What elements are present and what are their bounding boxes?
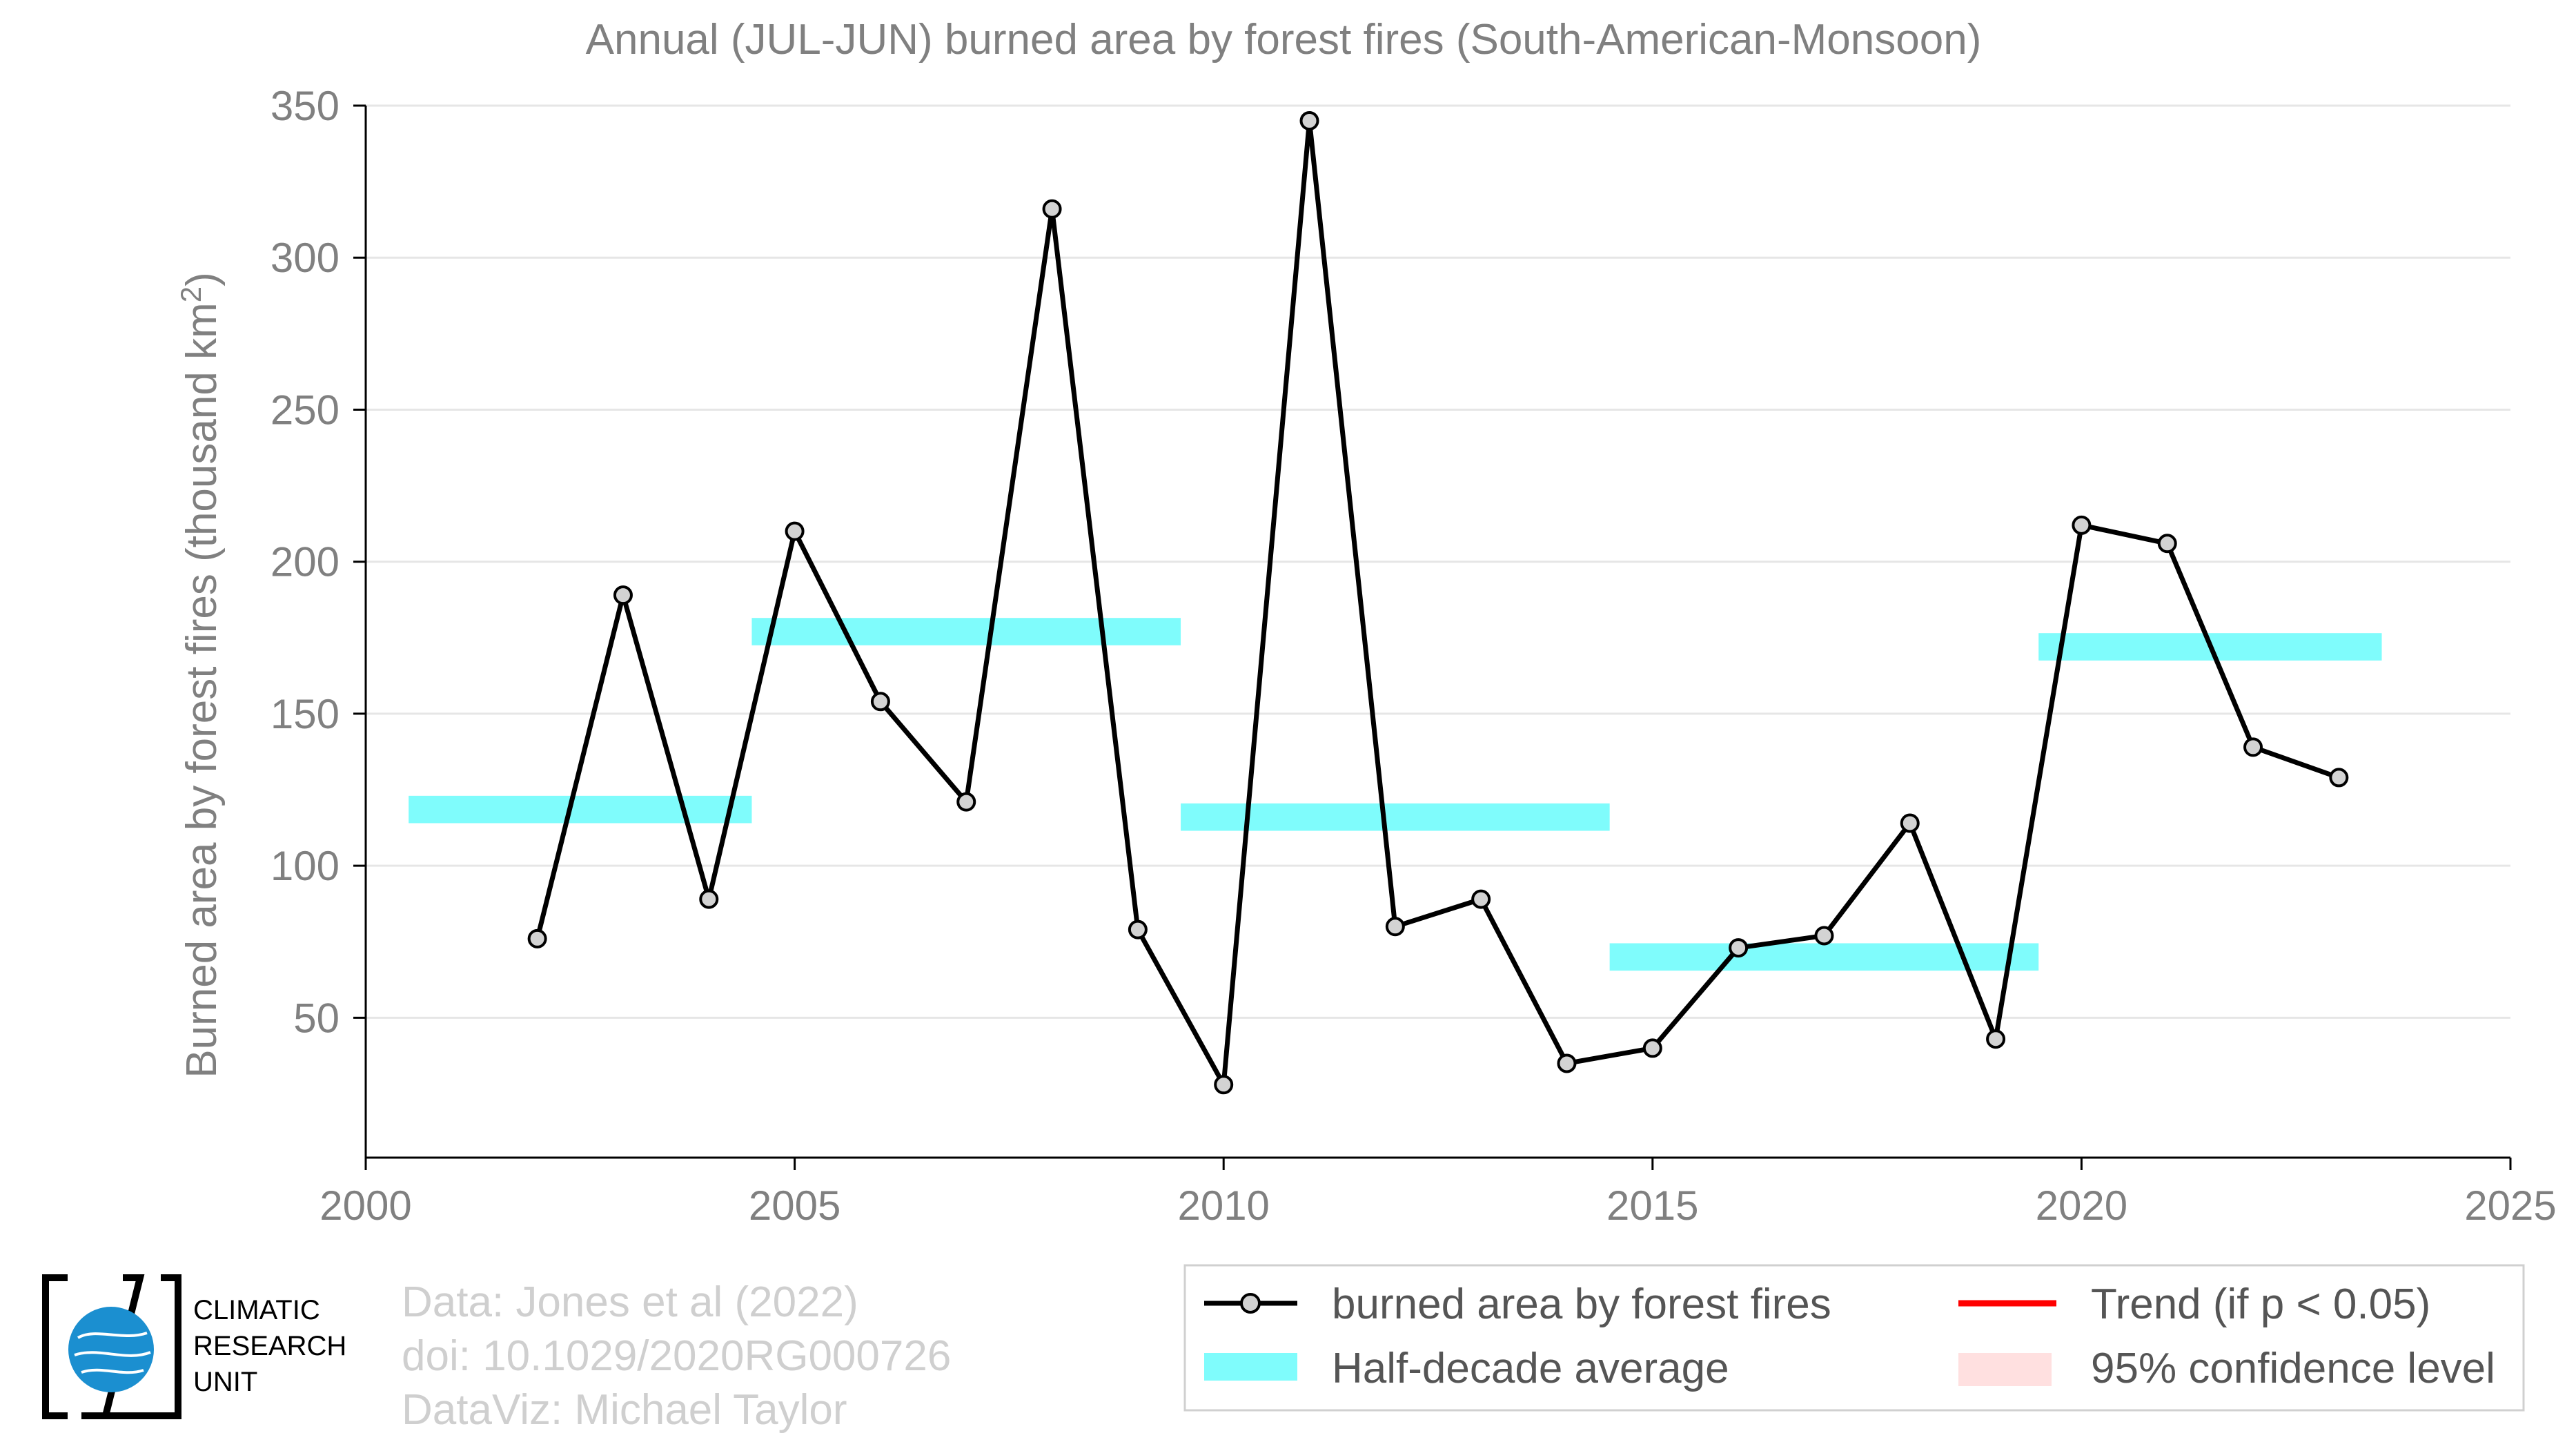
data-point [2329,768,2349,788]
y-axis-label-close: ) [178,272,226,286]
y-tick-label: 200 [271,539,340,585]
credit-doi: doi: 10.1029/2020RG000726 [402,1332,952,1380]
legend-swatch-marker [1240,1293,1261,1314]
x-tick-label: 2000 [319,1182,411,1229]
cru-logo-mark [42,1274,181,1419]
data-point [2072,515,2092,535]
series-burned-area [527,111,2349,1095]
y-axis-label: Burned area by forest fires (thousand km… [175,272,226,1078]
data-point [1299,111,1319,131]
half-decade-average-bar [751,618,1181,645]
data-credits: Data: Jones et al (2022) doi: 10.1029/20… [402,1276,951,1437]
data-point [2243,737,2263,757]
half-decade-average-bar [1181,803,1610,831]
y-tick-label: 300 [271,235,340,281]
data-point [613,585,633,605]
data-point [1557,1053,1577,1073]
chart-title: Annual (JUL-JUN) burned area by forest f… [586,16,1982,64]
series-line [535,118,2340,1087]
data-point [1042,199,1062,219]
legend-frame [1183,1264,2525,1412]
legend-swatch-confidence [1958,1353,2052,1386]
x-tick-label: 2015 [1606,1182,1698,1229]
legend-label-confidence: 95% confidence level [2091,1345,2495,1392]
legend-label-burned-area: burned area by forest fires [1332,1280,1831,1328]
data-point [1986,1029,2006,1049]
data-point [527,928,547,948]
half-decade-average-bar [409,795,752,824]
y-axis-label-text: Burned area by forest fires (thousand km [178,302,226,1078]
x-tick-label: 2025 [2464,1182,2556,1229]
logo-line-3: UNIT [193,1367,258,1397]
legend-swatch-half-decade [1204,1353,1297,1381]
y-axis-ticks: 50 100 150 200 250 300 350 [271,83,367,1158]
y-tick-label: 150 [271,691,340,737]
half-decade-average-bar [1609,943,2039,971]
data-point [1214,1075,1234,1095]
x-tick-label: 2010 [1177,1182,1269,1229]
gridlines [366,104,2510,1019]
data-point [1128,919,1148,939]
data-point [870,692,890,712]
data-point [1385,917,1405,937]
data-point [699,889,719,909]
y-tick-label: 50 [293,995,340,1041]
y-tick-label: 250 [271,387,340,433]
x-axis: 2000 2005 2010 2015 2020 2025 [319,1156,2557,1229]
legend-label-trend: Trend (if p < 0.05) [2091,1280,2430,1328]
credit-data-source: Data: Jones et al (2022) [402,1278,858,1326]
y-tick-label: 100 [271,843,340,889]
legend: burned area by forest fires Half-decade … [1183,1264,2525,1412]
logo-line-1: CLIMATIC [193,1295,320,1325]
logo-line-2: RESEARCH [193,1331,347,1361]
x-tick-label: 2005 [749,1182,840,1229]
y-tick-label: 350 [271,83,340,129]
legend-label-half-decade: Half-decade average [1332,1345,1729,1392]
globe-icon [68,1307,154,1392]
data-point [1729,938,1749,958]
data-point [2157,534,2177,554]
data-point [1814,926,1834,946]
cru-logo-text: CLIMATIC RESEARCH UNIT [193,1292,346,1400]
data-point [1471,889,1491,909]
data-point [956,792,976,812]
x-tick-label: 2020 [2036,1182,2127,1229]
cru-logo [40,1272,364,1421]
half-decade-average-bands [409,618,2382,971]
credit-dataviz: DataViz: Michael Taylor [402,1386,847,1434]
data-point [1900,813,1920,833]
data-point [1642,1038,1662,1058]
y-axis-label-superscript: 2 [175,286,207,302]
data-point [785,521,805,541]
